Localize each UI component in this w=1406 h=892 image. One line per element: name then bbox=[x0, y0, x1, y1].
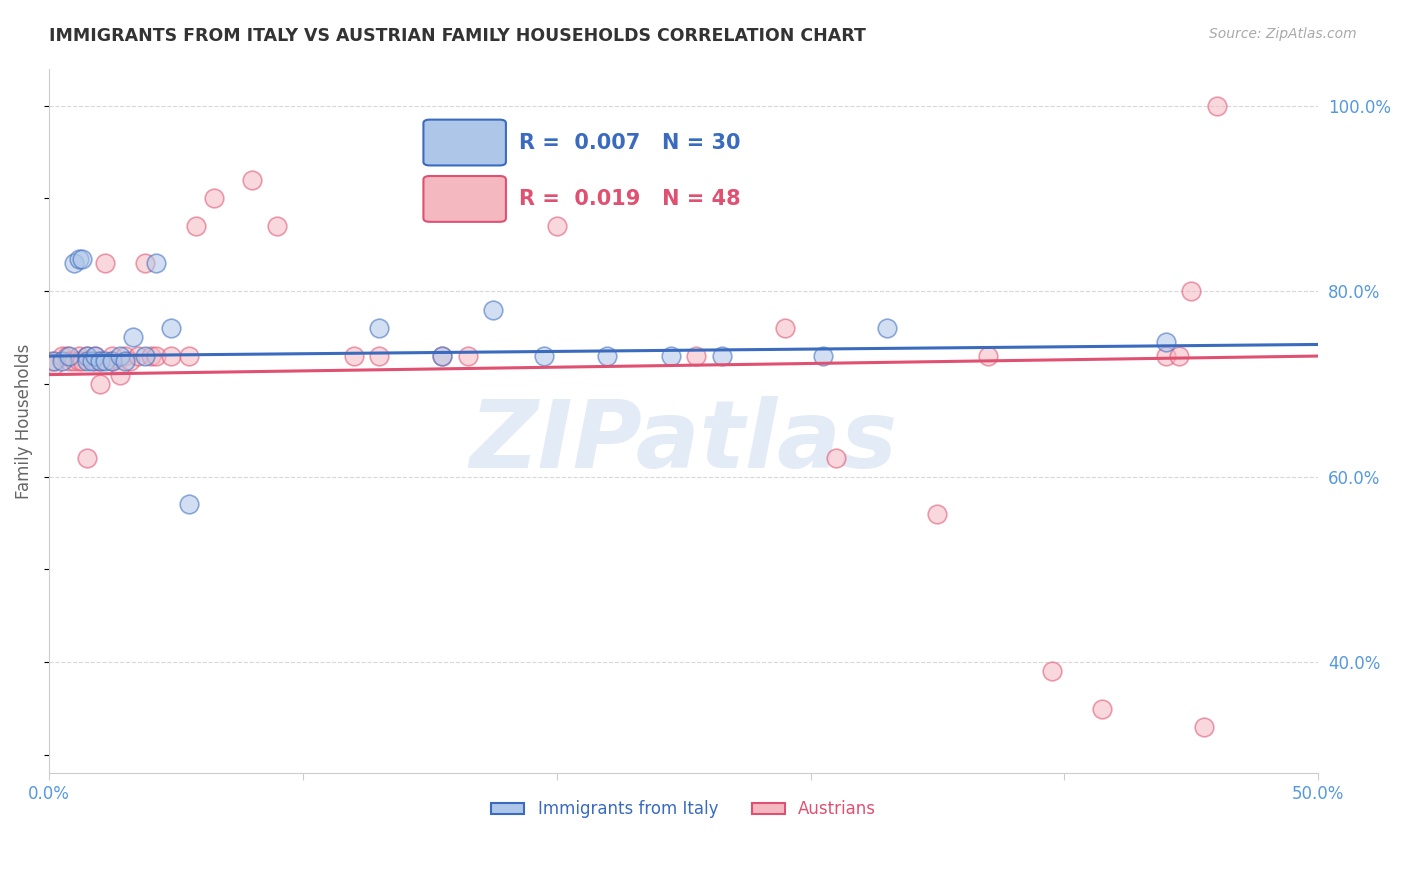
Point bbox=[76, 451, 98, 466]
Point bbox=[1205, 98, 1227, 112]
Point bbox=[1192, 720, 1215, 734]
Point bbox=[121, 330, 143, 344]
Point bbox=[120, 353, 142, 368]
Point bbox=[533, 349, 555, 363]
FancyBboxPatch shape bbox=[423, 176, 506, 222]
Point bbox=[710, 349, 733, 363]
Point bbox=[42, 359, 65, 373]
Point bbox=[546, 219, 568, 234]
Point bbox=[139, 349, 162, 363]
Point bbox=[83, 349, 105, 363]
Point bbox=[108, 349, 131, 363]
Point bbox=[51, 353, 73, 368]
Point bbox=[63, 353, 86, 368]
Point bbox=[67, 349, 90, 363]
Point bbox=[114, 349, 136, 363]
Y-axis label: Family Households: Family Households bbox=[15, 343, 32, 499]
Point bbox=[82, 353, 104, 368]
Point bbox=[70, 353, 93, 368]
Point bbox=[89, 376, 111, 391]
Text: R =  0.007   N = 30: R = 0.007 N = 30 bbox=[519, 133, 740, 153]
Point bbox=[813, 349, 835, 363]
Point bbox=[63, 256, 86, 270]
Point bbox=[41, 353, 63, 368]
Point bbox=[1091, 701, 1114, 715]
Point bbox=[368, 349, 391, 363]
Point bbox=[101, 353, 124, 368]
Point bbox=[67, 252, 90, 266]
Point bbox=[927, 507, 949, 521]
Point bbox=[202, 191, 225, 205]
Point bbox=[101, 353, 124, 368]
Point bbox=[342, 349, 364, 363]
Point bbox=[240, 173, 263, 187]
Point bbox=[432, 349, 454, 363]
Text: R =  0.019   N = 48: R = 0.019 N = 48 bbox=[519, 189, 740, 209]
Point bbox=[457, 349, 479, 363]
Point bbox=[51, 349, 73, 363]
Point bbox=[1167, 349, 1189, 363]
Point bbox=[101, 349, 124, 363]
FancyBboxPatch shape bbox=[423, 120, 506, 165]
Point bbox=[58, 353, 80, 368]
Text: Source: ZipAtlas.com: Source: ZipAtlas.com bbox=[1209, 27, 1357, 41]
Point bbox=[70, 252, 93, 266]
Text: ZIPatlas: ZIPatlas bbox=[470, 396, 897, 488]
Point bbox=[977, 349, 1000, 363]
Point bbox=[89, 353, 111, 368]
Point bbox=[94, 353, 117, 368]
Point bbox=[659, 349, 682, 363]
Point bbox=[432, 349, 454, 363]
Point bbox=[94, 256, 117, 270]
Point bbox=[596, 349, 619, 363]
Point bbox=[876, 321, 898, 335]
Point bbox=[1180, 284, 1202, 298]
Point bbox=[42, 353, 65, 368]
Point bbox=[177, 349, 200, 363]
Point bbox=[1154, 335, 1177, 350]
Point bbox=[685, 349, 707, 363]
Point bbox=[76, 349, 98, 363]
Point bbox=[127, 349, 149, 363]
Point bbox=[482, 302, 505, 317]
Point bbox=[825, 451, 848, 466]
Point bbox=[773, 321, 796, 335]
Point bbox=[1154, 349, 1177, 363]
Point bbox=[55, 349, 77, 363]
Legend: Immigrants from Italy, Austrians: Immigrants from Italy, Austrians bbox=[485, 794, 883, 825]
Text: IMMIGRANTS FROM ITALY VS AUSTRIAN FAMILY HOUSEHOLDS CORRELATION CHART: IMMIGRANTS FROM ITALY VS AUSTRIAN FAMILY… bbox=[49, 27, 866, 45]
Point bbox=[186, 219, 208, 234]
Point bbox=[108, 368, 131, 382]
Point bbox=[114, 353, 136, 368]
Point bbox=[145, 349, 167, 363]
Point bbox=[67, 353, 90, 368]
Point bbox=[134, 256, 156, 270]
Point bbox=[89, 353, 111, 368]
Point bbox=[159, 349, 181, 363]
Point bbox=[76, 349, 98, 363]
Point bbox=[58, 349, 80, 363]
Point bbox=[145, 256, 167, 270]
Point bbox=[134, 349, 156, 363]
Point bbox=[1040, 665, 1063, 679]
Point bbox=[83, 353, 105, 368]
Point bbox=[83, 349, 105, 363]
Point bbox=[159, 321, 181, 335]
Point bbox=[266, 219, 288, 234]
Point bbox=[76, 353, 98, 368]
Point bbox=[368, 321, 391, 335]
Point bbox=[177, 498, 200, 512]
